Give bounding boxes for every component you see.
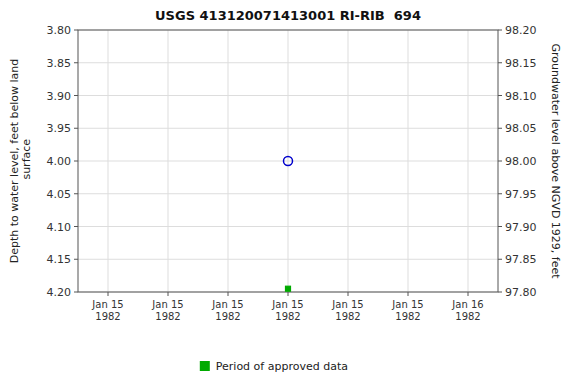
text-line: 1982	[215, 311, 240, 322]
y2-label-group: Groundwater level above NGVD 1929, feet	[549, 43, 562, 279]
text-line: 1982	[95, 311, 120, 322]
tick-label: 98.20	[505, 24, 537, 37]
tick-label: Jan 151982	[331, 299, 363, 322]
tick	[74, 292, 78, 293]
text-line: 1982	[395, 311, 420, 322]
text-line: surface	[20, 139, 33, 183]
tick	[498, 62, 502, 63]
tick	[288, 292, 289, 296]
text-line: Jan 15	[331, 299, 363, 310]
tick-label: Jan 151982	[211, 299, 243, 322]
text-line: 1982	[275, 311, 300, 322]
tick	[74, 161, 78, 162]
grid-line	[108, 30, 109, 292]
tick-label: 97.90	[505, 221, 537, 234]
tick-label: 98.05	[505, 122, 537, 135]
y2-axis-label: Groundwater level above NGVD 1929, feet	[549, 43, 562, 279]
plot-frame	[78, 30, 498, 292]
y-axis: 3.80 3.85 3.90 3.95 4.00 4.05 4.10 4.15 4.20	[47, 24, 79, 299]
tick	[348, 292, 349, 296]
text-line: Jan 15	[151, 299, 183, 310]
text-line: 1982	[335, 311, 360, 322]
text-line: Jan 15	[271, 299, 303, 310]
tick	[498, 95, 502, 96]
tick	[498, 30, 502, 31]
grid-line	[348, 30, 349, 292]
tick-label: Jan 151982	[91, 299, 123, 322]
grid	[78, 30, 498, 292]
tick	[408, 292, 409, 296]
y-label-group: Depth to water level, feet below land su…	[8, 59, 33, 264]
tick	[498, 193, 502, 194]
point	[284, 157, 293, 166]
text-line: 1982	[155, 311, 180, 322]
tick-label: Jan 151982	[391, 299, 423, 322]
tick-label: 4.20	[47, 286, 72, 299]
grid-line	[228, 30, 229, 292]
grid-line	[168, 30, 169, 292]
tick-label: 98.15	[505, 57, 537, 70]
tick-label: 3.90	[47, 90, 72, 103]
tick	[498, 259, 502, 260]
tick-label: 4.05	[47, 188, 72, 201]
grid-line	[288, 30, 289, 292]
legend-label: Period of approved data	[216, 360, 348, 373]
text-line: Jan 15	[391, 299, 423, 310]
point	[286, 286, 291, 291]
tick-label: Jan 151982	[271, 299, 303, 322]
series	[284, 157, 293, 166]
tick	[74, 128, 78, 129]
tick-label: 97.95	[505, 188, 537, 201]
tick	[498, 128, 502, 129]
tick	[74, 259, 78, 260]
tick	[498, 292, 502, 293]
y-axis-label: Depth to water level, feet below land su…	[8, 59, 33, 264]
text-line: Jan 15	[91, 299, 123, 310]
tick	[168, 292, 169, 296]
tick	[74, 226, 78, 227]
tick-label: Jan 151982	[151, 299, 183, 322]
y2-axis: 97.80 97.85 97.90 97.95 98.00 98.05 98.10 98.15…	[498, 24, 537, 299]
tick	[228, 292, 229, 296]
tick-label: 4.10	[47, 221, 72, 234]
text-line: Jan 16	[451, 299, 483, 310]
tick	[74, 193, 78, 194]
legend: Period of approved data	[200, 360, 348, 373]
grid-line	[408, 30, 409, 292]
tick-label: 97.80	[505, 286, 537, 299]
text-line: Groundwater level above NGVD 1929, feet	[549, 43, 562, 279]
x-axis: Jan 151982Jan 151982Jan 151982Jan 151982…	[91, 292, 483, 322]
tick-label: 98.10	[505, 90, 537, 103]
tick-label: 3.80	[47, 24, 72, 37]
tick-label: 4.00	[47, 155, 72, 168]
tick	[468, 292, 469, 296]
text-line: 1982	[455, 311, 480, 322]
tick	[74, 30, 78, 31]
series	[286, 286, 291, 291]
tick	[74, 62, 78, 63]
chart: 3.80 3.85 3.90 3.95 4.00 4.05 4.10 4.15 4.20 97.8…	[0, 0, 576, 384]
title: USGS 413120071413001 RI-RIB 694	[155, 8, 421, 23]
grid-line	[468, 30, 469, 292]
marks	[284, 157, 293, 292]
tick	[74, 95, 78, 96]
tick	[108, 292, 109, 296]
text-line: Jan 15	[211, 299, 243, 310]
tick-label: 98.00	[505, 155, 537, 168]
tick	[498, 226, 502, 227]
tick-label: 3.95	[47, 122, 72, 135]
tick-label: 97.85	[505, 253, 537, 266]
tick-label: 4.15	[47, 253, 72, 266]
tick-label: 3.85	[47, 57, 72, 70]
legend-swatch	[200, 361, 210, 371]
tick	[498, 161, 502, 162]
tick-label: Jan 161982	[451, 299, 483, 322]
